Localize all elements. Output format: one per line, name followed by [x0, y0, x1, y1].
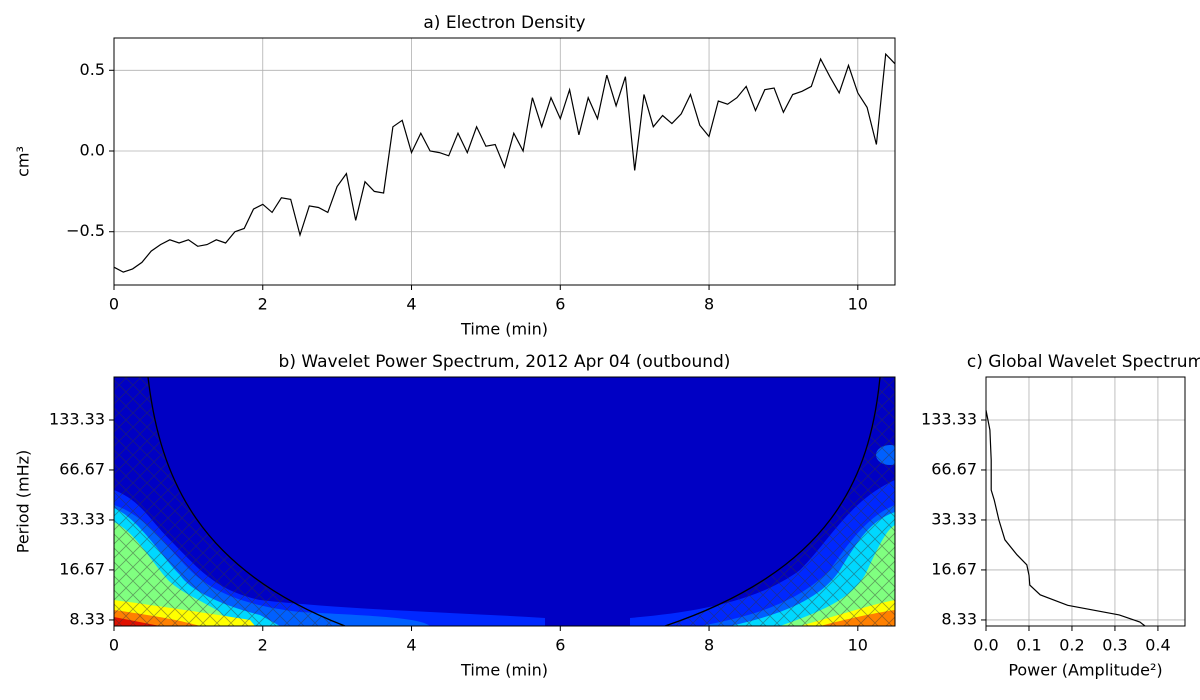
x-tick-label: 0.1: [1016, 636, 1041, 655]
y-tick-label: 133.33: [49, 409, 105, 428]
x-axis-label: Power (Amplitude²): [1008, 661, 1162, 680]
y-tick-label: 16.67: [931, 559, 977, 578]
data-line: [113, 52, 896, 273]
x-tick-label: 0.0: [973, 636, 998, 655]
y-tick-label: −0.5: [66, 221, 105, 240]
x-tick-label: 6: [555, 295, 565, 314]
y-tick-label: 33.33: [931, 509, 977, 528]
x-tick-label: 0.3: [1102, 636, 1127, 655]
y-tick-label: 33.33: [59, 509, 105, 528]
power-contour: [114, 377, 895, 626]
x-tick-label: 2: [258, 295, 268, 314]
data-line: [985, 409, 1146, 627]
panel-title: a) Electron Density: [423, 13, 585, 33]
x-tick-label: 4: [406, 636, 416, 655]
y-tick-label: 66.67: [59, 459, 105, 478]
x-tick-label: 4: [406, 295, 416, 314]
y-tick-label: 0.0: [80, 141, 105, 160]
y-axis-label: cm³: [14, 146, 33, 177]
y-axis-label: Period (mHz): [14, 450, 33, 553]
panel-title: b) Wavelet Power Spectrum, 2012 Apr 04 (…: [279, 352, 731, 372]
x-tick-label: 8: [704, 636, 714, 655]
axes-frame: [985, 376, 1186, 627]
x-tick-label: 0.2: [1059, 636, 1084, 655]
x-tick-label: 10: [848, 295, 868, 314]
x-axis-label: Time (min): [460, 320, 548, 339]
y-tick-label: 133.33: [921, 409, 977, 428]
x-axis-label: Time (min): [460, 661, 548, 680]
x-tick-label: 0.4: [1145, 636, 1170, 655]
panel-title: c) Global Wavelet Spectrum: [967, 352, 1200, 372]
x-tick-label: 2: [258, 636, 268, 655]
axes-frame: [113, 376, 896, 627]
y-tick-label: 8.33: [941, 609, 977, 628]
y-tick-label: 16.67: [59, 559, 105, 578]
axes-frame: [113, 37, 896, 286]
x-tick-label: 0: [109, 636, 119, 655]
y-tick-label: 66.67: [931, 459, 977, 478]
x-tick-label: 8: [704, 295, 714, 314]
y-tick-label: 8.33: [69, 609, 105, 628]
y-tick-label: 0.5: [80, 60, 105, 79]
x-tick-label: 10: [848, 636, 868, 655]
x-tick-label: 0: [109, 295, 119, 314]
x-tick-label: 6: [555, 636, 565, 655]
